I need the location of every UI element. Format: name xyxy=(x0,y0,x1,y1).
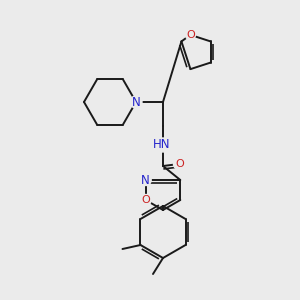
Text: N: N xyxy=(132,95,140,109)
Text: O: O xyxy=(141,195,150,205)
Circle shape xyxy=(173,158,184,169)
Text: O: O xyxy=(186,30,195,40)
Circle shape xyxy=(130,96,142,108)
Circle shape xyxy=(140,194,151,206)
Circle shape xyxy=(185,30,195,40)
Text: HN: HN xyxy=(153,139,171,152)
Circle shape xyxy=(156,138,170,152)
Circle shape xyxy=(140,175,151,185)
Text: N: N xyxy=(141,173,150,187)
Text: O: O xyxy=(176,159,184,169)
